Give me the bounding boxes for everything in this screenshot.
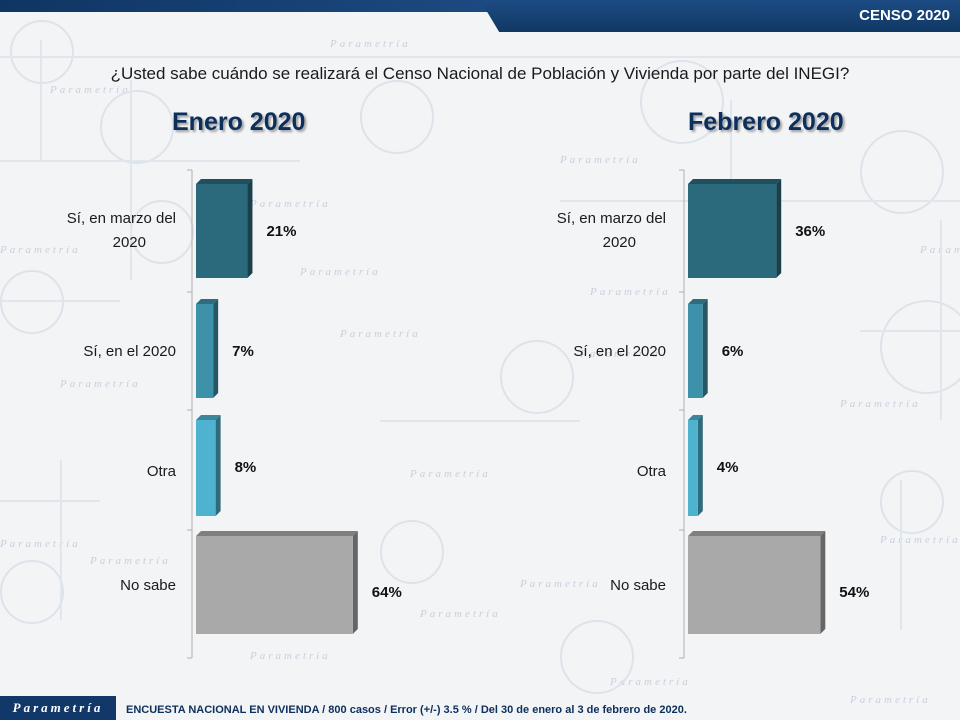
bar (196, 536, 353, 634)
category-label: Sí, en el 2020 (83, 343, 176, 360)
data-label: 36% (795, 223, 825, 240)
survey-question: ¿Usted sabe cuándo se realizará el Censo… (110, 64, 850, 83)
data-label: 6% (722, 343, 744, 360)
bar-side-face (352, 531, 358, 634)
bar-top-face (688, 415, 703, 420)
bar (688, 536, 821, 634)
chart-title-enero: Enero 2020 (172, 108, 306, 136)
bar-top-face (688, 531, 826, 536)
chart-panel-1: 21% Sí, en marzo del 2020 7% Sí, en el 2020 8… (67, 169, 402, 659)
data-label: 4% (717, 459, 739, 476)
data-label: 64% (372, 584, 402, 601)
bar-side-face (215, 415, 221, 516)
bar (196, 420, 216, 516)
header-badge (480, 0, 960, 32)
bar-top-face (688, 179, 782, 184)
bar (196, 184, 248, 278)
bar-side-face (247, 179, 253, 278)
bar-side-face (697, 415, 703, 516)
bar-side-face (776, 179, 782, 278)
category-label: Otra (147, 463, 177, 480)
bar (196, 304, 214, 398)
bar-side-face (820, 531, 826, 634)
bar-side-face (213, 299, 219, 398)
category-label: Sí, en marzo del 2020 (557, 210, 666, 251)
footer-survey-note: ENCUESTA NACIONAL EN VIVIENDA / 800 caso… (126, 704, 687, 716)
category-label: Otra (637, 463, 667, 480)
bar (688, 184, 777, 278)
category-label: Sí, en el 2020 (573, 343, 666, 360)
bar (688, 304, 703, 398)
bar-top-face (196, 531, 358, 536)
category-label: Sí, en marzo del 2020 (67, 210, 176, 251)
footer-brand-logo: Parametría (0, 696, 116, 720)
data-label: 21% (266, 223, 296, 240)
bar-top-face (196, 179, 253, 184)
bar-top-face (196, 415, 221, 420)
header-badge-label: CENSO 2020 (859, 7, 950, 24)
data-label: 54% (839, 584, 869, 601)
data-label: 8% (235, 459, 257, 476)
chart-title-febrero: Febrero 2020 (688, 108, 844, 136)
bar-top-face (196, 299, 219, 304)
bar-top-face (688, 299, 708, 304)
category-label: No sabe (120, 577, 176, 594)
chart-panel-2: 36% Sí, en marzo del 2020 6% Sí, en el 2020 4… (557, 169, 869, 659)
data-label: 7% (232, 343, 254, 360)
bar (688, 420, 698, 516)
category-label: No sabe (610, 577, 666, 594)
bar-side-face (702, 299, 708, 398)
